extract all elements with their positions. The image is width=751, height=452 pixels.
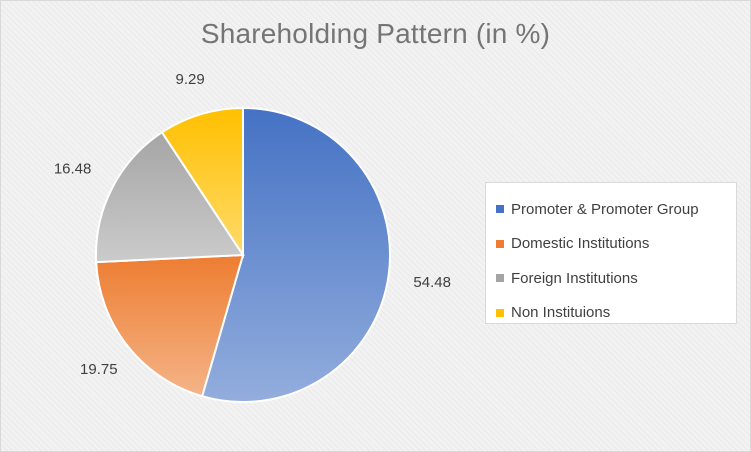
legend-swatch-non-institutions bbox=[496, 308, 504, 317]
legend-item-domestic: Domestic Institutions bbox=[486, 227, 736, 262]
legend-label-foreign: Foreign Institutions bbox=[511, 269, 638, 287]
chart-title: Shareholding Pattern (in %) bbox=[200, 18, 551, 49]
pie-slice-domestic bbox=[95, 253, 245, 398]
data-label-foreign: 16.48 bbox=[54, 161, 92, 178]
pie-slice-promoter bbox=[200, 106, 392, 403]
legend-swatch-promoter bbox=[496, 205, 504, 214]
pie-slice-non-institutions bbox=[160, 106, 244, 259]
legend-swatch-foreign bbox=[496, 274, 504, 283]
legend-swatch-domestic bbox=[496, 239, 504, 248]
legend-label-promoter: Promoter & Promoter Group bbox=[511, 200, 699, 218]
legend-item-promoter: Promoter & Promoter Group bbox=[486, 192, 736, 227]
legend-label-domestic: Domestic Institutions bbox=[511, 235, 650, 253]
legend-item-foreign: Foreign Institutions bbox=[486, 261, 736, 296]
legend: Promoter & Promoter Group Domestic Insti… bbox=[485, 182, 737, 324]
pie-slice-foreign bbox=[95, 130, 245, 264]
legend-item-non-institutions: Non Instituions bbox=[486, 296, 736, 331]
data-label-promoter: 54.48 bbox=[413, 274, 451, 291]
data-label-domestic: 19.75 bbox=[80, 361, 118, 378]
data-label-non-institutions: 9.29 bbox=[175, 71, 204, 88]
legend-label-non-institutions: Non Instituions bbox=[511, 304, 611, 322]
